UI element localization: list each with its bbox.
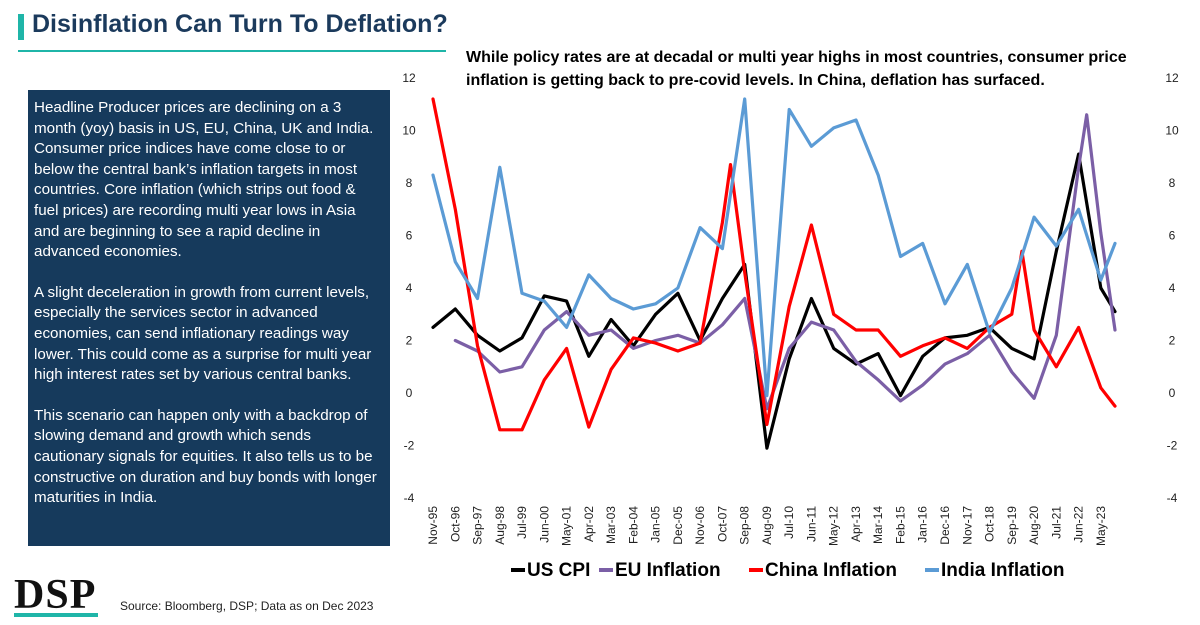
x-tick-label: Dec-16 (938, 506, 952, 545)
y-tick-right: 0 (1169, 386, 1176, 400)
commentary-paragraph-3: This scenario can happen only with a bac… (34, 406, 377, 507)
y-tick-right: -2 (1167, 439, 1178, 453)
x-tick-label: Jun-00 (537, 506, 551, 543)
y-tick-left: 4 (406, 281, 413, 295)
y-tick-left: -4 (404, 491, 415, 505)
x-tick-label: Feb-04 (626, 506, 640, 544)
y-tick-right: 6 (1169, 229, 1176, 243)
y-tick-right: 10 (1165, 124, 1179, 138)
x-tick-label: Sep-08 (738, 506, 752, 545)
x-tick-label: Apr-13 (849, 506, 863, 542)
y-tick-left: 6 (406, 229, 413, 243)
x-tick-label: Sep-97 (471, 506, 485, 545)
x-tick-label: May-01 (560, 506, 574, 546)
x-tick-label: Nov-95 (426, 506, 440, 545)
x-tick-label: Apr-02 (582, 506, 596, 542)
x-tick-label: Aug-98 (493, 506, 507, 545)
x-tick-label: Nov-17 (960, 506, 974, 545)
title-accent-bar (18, 14, 24, 40)
series-line-us-cpi (431, 152, 1117, 450)
x-tick-label: Jul-99 (515, 506, 529, 539)
y-tick-left: 2 (406, 334, 413, 348)
x-tick-label: Sep-19 (1005, 506, 1019, 545)
commentary-panel: Headline Producer prices are declining o… (28, 90, 390, 546)
x-tick-label: Nov-06 (693, 506, 707, 545)
y-tick-right: 8 (1169, 176, 1176, 190)
y-tick-right: 4 (1169, 281, 1176, 295)
series-line-india-inflation (431, 97, 1117, 398)
page-title: Disinflation Can Turn To Deflation? (32, 10, 448, 38)
y-tick-left: 10 (402, 124, 416, 138)
x-tick-label: Jun-22 (1072, 506, 1086, 543)
x-tick-label: Jun-11 (804, 506, 818, 542)
x-tick-label: Feb-15 (893, 506, 907, 544)
x-tick-label: Aug-09 (760, 506, 774, 545)
x-tick-label: Jul-10 (782, 506, 796, 539)
y-tick-right: 2 (1169, 334, 1176, 348)
y-tick-left: 12 (402, 71, 416, 85)
source-note: Source: Bloomberg, DSP; Data as on Dec 2… (120, 599, 374, 613)
legend-label: China Inflation (765, 560, 897, 581)
inflation-line-chart: -4 -4 -2 -2 0 0 2 2 4 4 6 6 8 8 10 10 12 12 Nov-95 Oct-96 Se… (402, 71, 1179, 581)
x-tick-label: Oct-07 (715, 506, 729, 542)
y-tick-left: 8 (406, 176, 413, 190)
x-tick-label: Jan-05 (649, 506, 663, 543)
x-tick-label: Oct-96 (448, 506, 462, 542)
y-tick-right: 12 (1165, 71, 1179, 85)
y-tick-left: -2 (404, 439, 415, 453)
x-tick-label: May-23 (1094, 506, 1108, 546)
chart-subtitle: While policy rates are at decadal or mul… (466, 49, 1127, 89)
y-tick-right: -4 (1167, 491, 1178, 505)
x-tick-label: Mar-14 (871, 506, 885, 544)
legend-label: India Inflation (941, 560, 1065, 581)
x-tick-label: Mar-03 (604, 506, 618, 544)
x-tick-label: Aug-20 (1027, 506, 1041, 545)
x-tick-label: Jan-16 (916, 506, 930, 543)
x-tick-label: Jul-21 (1049, 506, 1063, 539)
legend-label: EU Inflation (615, 560, 721, 581)
series-line-china-inflation (431, 97, 1117, 432)
y-tick-left: 0 (406, 386, 413, 400)
dsp-logo: DSP (14, 572, 97, 618)
commentary-paragraph-2: A slight deceleration in growth from cur… (34, 283, 372, 384)
logo-underline (14, 613, 98, 617)
x-tick-label: Oct-18 (983, 506, 997, 542)
commentary-paragraph-1: Headline Producer prices are declining o… (34, 99, 374, 261)
title-underline (18, 50, 446, 52)
legend-label: US CPI (527, 560, 590, 581)
x-tick-label: May-12 (827, 506, 841, 546)
x-tick-label: Dec-05 (671, 506, 685, 545)
